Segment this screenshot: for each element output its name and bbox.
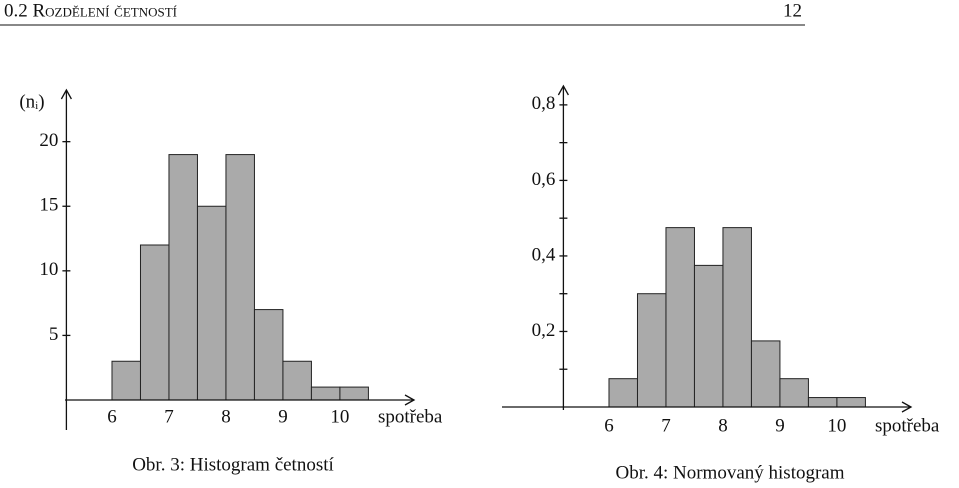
bar bbox=[636, 293, 667, 408]
bar bbox=[339, 386, 369, 401]
x-tick-label: 7 bbox=[661, 415, 671, 436]
x-tick-label: 7 bbox=[164, 406, 174, 427]
y-tick-label: 15 bbox=[39, 195, 58, 216]
running-title: 0.2 Rozdělení četností bbox=[4, 0, 177, 21]
y-axis-arrow bbox=[60, 88, 72, 100]
x-axis-arrow bbox=[901, 401, 913, 413]
page-number: 12 bbox=[783, 0, 802, 21]
x-tick-label: 9 bbox=[775, 415, 785, 436]
x-tick-label: 9 bbox=[278, 406, 288, 427]
y-tick-label: 0,8 bbox=[532, 93, 556, 114]
y-tick-label: 0,4 bbox=[532, 244, 556, 265]
y-tick-label: 10 bbox=[39, 259, 58, 280]
bar bbox=[693, 264, 724, 408]
x-axis-label: spotřeba bbox=[875, 415, 940, 436]
x-axis-label: spotřeba bbox=[378, 406, 443, 427]
x-tick-label: 6 bbox=[107, 406, 117, 427]
bar bbox=[253, 309, 284, 401]
bar bbox=[779, 378, 809, 408]
x-tick-label: 10 bbox=[827, 415, 846, 436]
y-axis-label: (nᵢ) bbox=[19, 91, 44, 112]
bar bbox=[750, 340, 781, 408]
x-axis-arrow bbox=[404, 394, 416, 406]
y-axis-arrow bbox=[557, 84, 569, 96]
bar bbox=[168, 154, 198, 401]
x-tick-label: 10 bbox=[330, 406, 349, 427]
bar bbox=[139, 244, 170, 401]
bar bbox=[807, 397, 838, 408]
bar bbox=[225, 154, 255, 401]
caption: Obr. 3: Histogram četností bbox=[132, 454, 334, 475]
bar bbox=[282, 360, 312, 401]
y-tick-label: 20 bbox=[39, 130, 58, 151]
bar bbox=[310, 386, 341, 401]
bar bbox=[111, 360, 141, 401]
bar bbox=[722, 227, 752, 408]
y-tick-label: 0,2 bbox=[532, 320, 556, 341]
y-tick-label: 0,6 bbox=[532, 169, 556, 190]
x-tick-label: 8 bbox=[718, 415, 728, 436]
bar bbox=[665, 227, 695, 408]
bar bbox=[196, 205, 227, 401]
y-tick-label: 5 bbox=[49, 324, 59, 345]
x-tick-label: 6 bbox=[604, 415, 614, 436]
caption: Obr. 4: Normovaný histogram bbox=[615, 462, 844, 483]
x-tick-label: 8 bbox=[221, 406, 231, 427]
bar bbox=[836, 397, 866, 408]
bar bbox=[608, 378, 638, 408]
